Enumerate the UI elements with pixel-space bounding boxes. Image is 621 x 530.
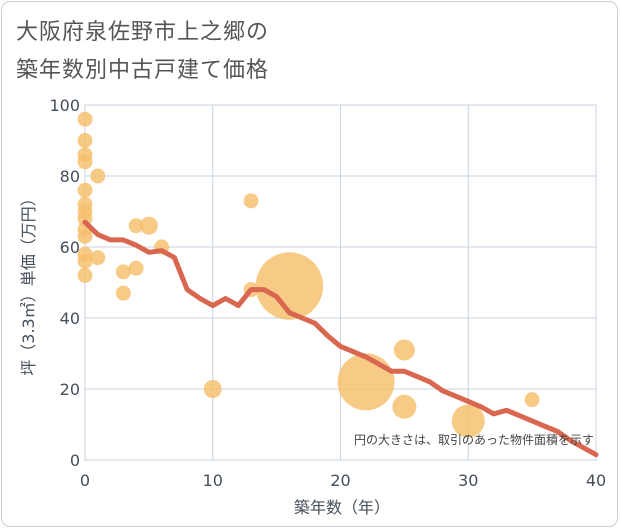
x-tick-label: 0 [80, 471, 90, 490]
y-axis-title: 坪（3.3㎡）単価（万円） [19, 190, 38, 375]
bubble [139, 216, 158, 235]
x-tick-label: 10 [203, 471, 223, 490]
chart-title-line-2: 築年数別中古戸建て価格 [16, 58, 270, 83]
bubble [524, 392, 540, 408]
bubble [451, 404, 485, 438]
x-axis-title: 築年数（年） [294, 498, 390, 517]
bubble [77, 182, 93, 198]
bubble-series [77, 111, 540, 438]
bubble [90, 168, 106, 184]
bubble [90, 250, 106, 266]
bubble [243, 193, 259, 209]
y-tick-label: 100 [49, 96, 80, 115]
y-tick-labels: 0 20 40 60 80 100 [49, 96, 80, 470]
bubble [77, 154, 93, 170]
bubble [77, 267, 93, 283]
bubble-size-note: 円の大きさは、取引のあった物件面積を示す [354, 432, 594, 447]
x-tick-label: 40 [586, 471, 606, 490]
bubble [115, 264, 131, 280]
y-tick-label: 60 [60, 238, 80, 257]
bubble [128, 260, 144, 276]
grid-lines [84, 104, 597, 461]
bubble [203, 380, 222, 398]
bubble [77, 133, 93, 148]
bubble [337, 353, 395, 411]
y-tick-label: 0 [70, 451, 80, 470]
trend-line [82, 219, 599, 458]
y-tick-label: 40 [60, 309, 80, 328]
x-tick-label: 30 [458, 471, 478, 490]
bubble [128, 218, 144, 234]
bubble [77, 253, 93, 269]
bubble [115, 285, 131, 301]
y-tick-label: 80 [60, 167, 80, 186]
x-tick-labels: 0 10 20 30 40 [80, 471, 606, 490]
chart-title-line-1: 大阪府泉佐野市上之郷の [16, 20, 270, 45]
bubble [392, 394, 417, 419]
x-tick-label: 20 [330, 471, 350, 490]
bubble [77, 228, 93, 244]
y-tick-label: 20 [60, 380, 80, 399]
bubble [255, 252, 324, 320]
bubble [77, 111, 93, 127]
bubble [393, 339, 415, 361]
